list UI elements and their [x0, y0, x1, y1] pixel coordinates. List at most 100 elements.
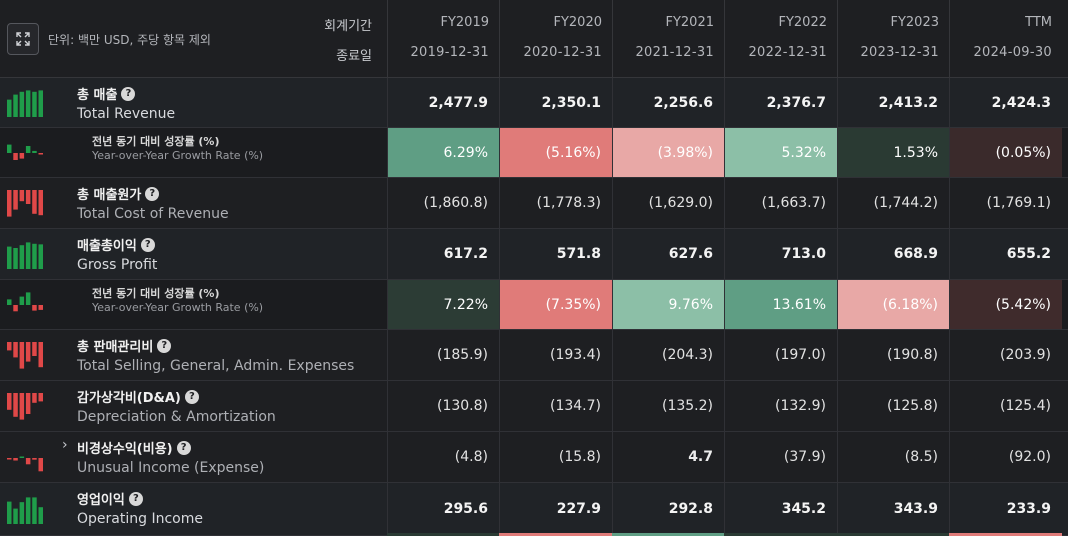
sparkline-bar: [13, 94, 18, 117]
sparkline-bar: [32, 91, 37, 117]
sparkline-chart: [7, 341, 43, 369]
sparkline-bar: [13, 305, 18, 312]
sparkline-bar: [32, 392, 37, 403]
end-date-value: 2021-12-31: [635, 45, 714, 60]
help-icon[interactable]: ?: [176, 440, 191, 455]
sparkline-bar: [25, 292, 31, 305]
value-cell: 2,350.1: [499, 78, 612, 127]
expand-icon: [16, 32, 30, 46]
sparkline-chart: [7, 189, 43, 217]
value-cell: 2,424.3: [949, 78, 1062, 127]
value-cell: (4.8): [387, 432, 499, 482]
sparkline-bar: [32, 243, 37, 269]
sparkline-bar: [19, 189, 25, 201]
sparkline-bar: [7, 246, 12, 269]
help-icon[interactable]: ?: [145, 186, 160, 201]
row-label-korean: 총 매출?: [77, 84, 175, 103]
sparkline-bar: [32, 496, 37, 524]
value-cell: 713.0: [724, 229, 837, 279]
next-row-preview: [724, 533, 837, 536]
chevron-right-icon[interactable]: ›: [62, 437, 68, 453]
fiscal-year-label: FY2023: [890, 15, 939, 30]
table-row: 감가상각비(D&A)? Depreciation & Amortization (1…: [0, 381, 1068, 432]
row-label: 총 판매관리비? Total Selling, General, Admin. E…: [77, 336, 354, 374]
value-cell: 2,256.6: [612, 78, 724, 127]
help-icon[interactable]: ?: [121, 86, 136, 101]
sparkline-bar: [13, 189, 18, 210]
value-cell: 295.6: [387, 483, 499, 535]
table-row: 전년 동기 대비 성장률 (%) Year-over-Year Growth Ra…: [0, 280, 1068, 330]
value-cell: 655.2: [949, 229, 1062, 279]
sparkline-bar: [13, 153, 18, 160]
value-cell: (204.3): [612, 330, 724, 380]
sparkline-bar: [38, 392, 43, 401]
row-label-english: Depreciation & Amortization: [77, 409, 276, 425]
fiscal-year-label: TTM: [1025, 15, 1052, 30]
table-row[interactable]: › 비경상수익(비용)? Unusual Income (Expense) (4.8)…: [0, 432, 1068, 483]
table-row: 총 판매관리비? Total Selling, General, Admin. E…: [0, 330, 1068, 381]
end-date-value: 2024-09-30: [973, 45, 1052, 60]
row-label-english: Year-over-Year Growth Rate (%): [92, 149, 264, 162]
column-header-1: FY2020 2020-12-31: [499, 0, 612, 78]
value-cell: 227.9: [499, 483, 612, 535]
value-cell: 5.32%: [724, 128, 837, 177]
value-cell: (1,769.1): [949, 178, 1062, 228]
value-cell: (125.8): [837, 381, 949, 431]
sparkline-bar: [7, 392, 12, 410]
row-label: 총 매출? Total Revenue: [77, 84, 175, 122]
sparkline-bar: [32, 150, 37, 153]
fiscal-year-label: FY2020: [553, 15, 602, 30]
value-cell: 343.9: [837, 483, 949, 535]
sparkline-bar: [13, 341, 18, 357]
row-label-korean: 영업이익?: [77, 489, 203, 508]
end-date-value: 2023-12-31: [860, 45, 939, 60]
next-row-preview: [949, 533, 1062, 536]
sparkline-bar: [7, 501, 12, 524]
column-header-0: FY2019 2019-12-31: [387, 0, 499, 78]
value-cell: 627.6: [612, 229, 724, 279]
value-cell: 292.8: [612, 483, 724, 535]
value-cell: 4.7: [612, 432, 724, 482]
sparkline-bar: [19, 91, 25, 117]
help-icon[interactable]: ?: [128, 491, 143, 506]
value-cell: (7.35%): [499, 280, 612, 329]
sparkline-bar: [38, 457, 43, 471]
expand-button[interactable]: [7, 23, 39, 55]
table-row: 영업이익? Operating Income 295.6 227.9 292.8 345.…: [0, 483, 1068, 536]
sparkline-bar: [38, 506, 43, 524]
help-icon[interactable]: ?: [184, 389, 199, 404]
end-date-value: 2020-12-31: [523, 45, 602, 60]
end-date-value: 2022-12-31: [748, 45, 827, 60]
sparkline-bar: [38, 189, 43, 215]
value-cell: (1,860.8): [387, 178, 499, 228]
period-label: 회계기간: [324, 19, 372, 34]
help-icon[interactable]: ?: [157, 338, 172, 353]
row-label-english: Total Selling, General, Admin. Expenses: [77, 358, 355, 374]
sparkline-bar: [19, 501, 25, 524]
value-cell: (1,629.0): [612, 178, 724, 228]
next-row-preview: [837, 533, 949, 536]
value-cell: (0.05%): [949, 128, 1062, 177]
value-cell: (6.18%): [837, 280, 949, 329]
next-row-preview: [612, 533, 724, 536]
sparkline-chart: [7, 241, 43, 269]
sparkline-bar: [38, 305, 43, 310]
unit-note: 단위: 백만 USD, 주당 항목 제외: [48, 33, 211, 47]
sparkline-bar: [19, 153, 25, 159]
row-label-korean: 매출총이익?: [77, 235, 157, 254]
value-cell: (134.7): [499, 381, 612, 431]
sparkline-bar: [32, 305, 37, 311]
table-row: 총 매출? Total Revenue 2,477.9 2,350.1 2,256.6 2…: [0, 78, 1068, 128]
sparkline-bar: [25, 189, 31, 204]
value-cell: (1,744.2): [837, 178, 949, 228]
sparkline-bar: [7, 341, 12, 350]
sparkline-bar: [19, 244, 25, 269]
sparkline-bar: [32, 189, 37, 214]
next-row-preview: [387, 533, 499, 536]
sparkline-bar: [7, 457, 12, 459]
value-cell: (3.98%): [612, 128, 724, 177]
column-header-5: TTM 2024-09-30: [949, 0, 1062, 78]
help-icon[interactable]: ?: [140, 237, 155, 252]
row-label-english: Operating Income: [77, 511, 203, 527]
value-cell: (203.9): [949, 330, 1062, 380]
